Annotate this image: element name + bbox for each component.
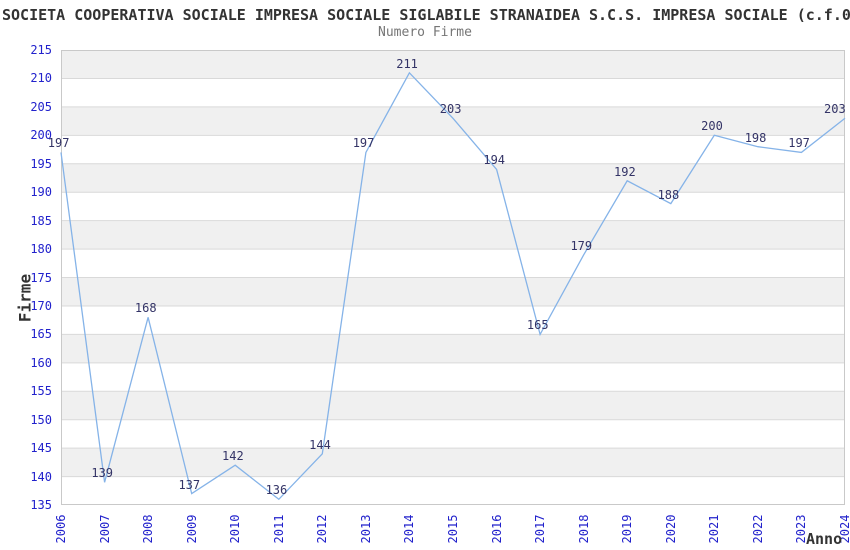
band-stripe xyxy=(61,448,845,477)
x-tick-label: 2008 xyxy=(141,514,156,544)
data-point-label: 188 xyxy=(657,187,680,202)
y-tick-label: 145 xyxy=(30,441,52,456)
y-tick-label: 140 xyxy=(30,469,52,484)
x-tick-label: 2019 xyxy=(620,514,635,544)
band-stripe xyxy=(61,277,845,306)
y-tick-label: 185 xyxy=(30,213,52,228)
data-point-label: 194 xyxy=(483,153,506,168)
y-tick-label: 195 xyxy=(30,156,52,171)
data-point-label: 198 xyxy=(744,130,767,145)
data-line xyxy=(60,71,846,501)
x-tick-label: 2010 xyxy=(228,514,243,544)
data-point-label: 197 xyxy=(788,136,810,151)
x-tick-label: 2016 xyxy=(489,514,504,544)
data-point-label: 197 xyxy=(47,136,70,151)
x-tick-label: 2014 xyxy=(402,514,417,544)
data-point-label: 200 xyxy=(701,119,723,134)
data-point-label: 136 xyxy=(265,483,288,498)
band-stripe xyxy=(61,163,845,193)
band-stripe xyxy=(61,391,845,420)
data-point-label: 203 xyxy=(824,102,846,117)
y-tick-label: 160 xyxy=(30,355,52,370)
x-tick-label: 2021 xyxy=(707,514,722,544)
data-point-label: 179 xyxy=(570,238,593,253)
plot-border xyxy=(61,50,845,505)
y-tick-label: 175 xyxy=(30,270,52,285)
x-tick-label: 2017 xyxy=(533,514,548,544)
y-tick-label: 170 xyxy=(30,298,52,313)
y-tick-label: 165 xyxy=(30,327,52,342)
y-tick-label: 150 xyxy=(30,412,52,427)
x-tick-label: 2013 xyxy=(358,514,373,544)
data-point-label: 192 xyxy=(614,164,636,179)
band-stripe xyxy=(61,50,845,79)
y-tick-label: 215 xyxy=(30,43,52,57)
chart-title: SOCIETA COOPERATIVA SOCIALE IMPRESA SOCI… xyxy=(2,6,850,24)
y-tick-label: 205 xyxy=(30,99,52,114)
data-point-label: 144 xyxy=(309,437,331,452)
y-axis-title: Firme xyxy=(15,273,35,323)
x-tick-label: 2007 xyxy=(97,514,112,544)
y-tick-label: 190 xyxy=(30,185,52,200)
data-point-label: 142 xyxy=(222,449,244,464)
chart-subtitle: Numero Firme xyxy=(378,25,472,40)
x-tick-label: 2015 xyxy=(446,514,460,544)
band-stripe xyxy=(61,106,845,136)
x-axis-title: Anno xyxy=(806,530,843,548)
x-tick-label: 2022 xyxy=(750,514,765,544)
data-point-label: 139 xyxy=(91,466,114,481)
x-tick-label: 2006 xyxy=(54,514,68,544)
x-tick-label: 2011 xyxy=(271,514,286,544)
data-point-label: 211 xyxy=(396,56,418,71)
band-stripe xyxy=(61,220,845,250)
data-point-label: 165 xyxy=(526,318,549,333)
y-tick-label: 135 xyxy=(30,498,52,512)
x-tick-label: 2012 xyxy=(315,514,330,544)
data-point-label: 168 xyxy=(134,301,157,316)
x-tick-label: 2018 xyxy=(576,514,591,544)
y-tick-label: 155 xyxy=(30,384,52,399)
x-tick-label: 2020 xyxy=(663,514,678,544)
y-tick-label: 180 xyxy=(30,242,52,257)
data-point-label: 137 xyxy=(178,477,201,492)
data-point-label: 203 xyxy=(439,102,462,117)
band-stripe xyxy=(61,334,845,363)
data-point-label: 197 xyxy=(352,136,375,151)
y-tick-label: 200 xyxy=(30,128,52,143)
x-tick-label: 2009 xyxy=(184,514,199,544)
y-tick-label: 210 xyxy=(30,71,52,86)
